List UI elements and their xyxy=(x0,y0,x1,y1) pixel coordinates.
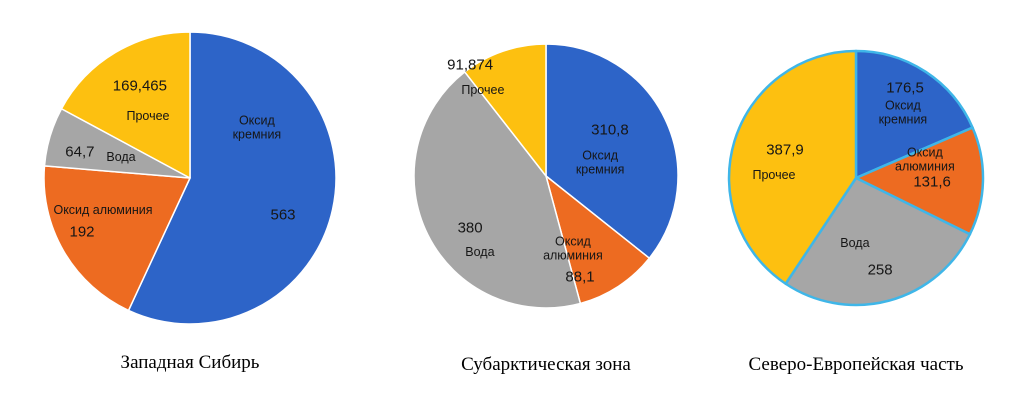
pie-subarkticheskaya-zona: 91,874 Прочее 310,8 Оксид кремния 380 Вода Окс… xyxy=(410,40,682,312)
pie-svg xyxy=(727,49,985,307)
pie-slice xyxy=(854,126,985,236)
pie-zapadnaya-sibir: 169,465 Прочее 64,7 Вода Оксид алюминия 192 Ок… xyxy=(40,28,340,328)
pie-svg xyxy=(413,43,679,309)
pie-slice xyxy=(60,31,191,179)
chart-title: Северо-Европейская часть xyxy=(748,354,964,375)
pie-chart-subarkticheskaya-zona: 91,874 Прочее 310,8 Оксид кремния 380 Вода Окс… xyxy=(410,40,682,376)
chart-title: Субарктическая зона xyxy=(461,354,631,375)
pie-slice xyxy=(545,43,679,259)
pie-slice xyxy=(127,31,337,325)
pie-slice xyxy=(854,49,974,180)
pie-slice xyxy=(727,49,858,285)
pie-slice xyxy=(43,165,191,312)
pie-slice xyxy=(784,176,972,307)
pie-svg xyxy=(43,31,337,325)
pie-chart-zapadnaya-sibir: 169,465 Прочее 64,7 Вода Оксид алюминия 192 Ок… xyxy=(40,28,340,374)
pie-chart-severo-evropeyskaya-chast: 176,5 Оксид кремния Оксид алюминия 131,6 Вод… xyxy=(722,44,990,376)
chart-title: Западная Сибирь xyxy=(120,352,260,373)
pie-slice xyxy=(464,43,547,177)
pie-severo-evropeyskaya-chast: 176,5 Оксид кремния Оксид алюминия 131,6 Вод… xyxy=(722,44,990,312)
pie-slice xyxy=(413,71,582,309)
